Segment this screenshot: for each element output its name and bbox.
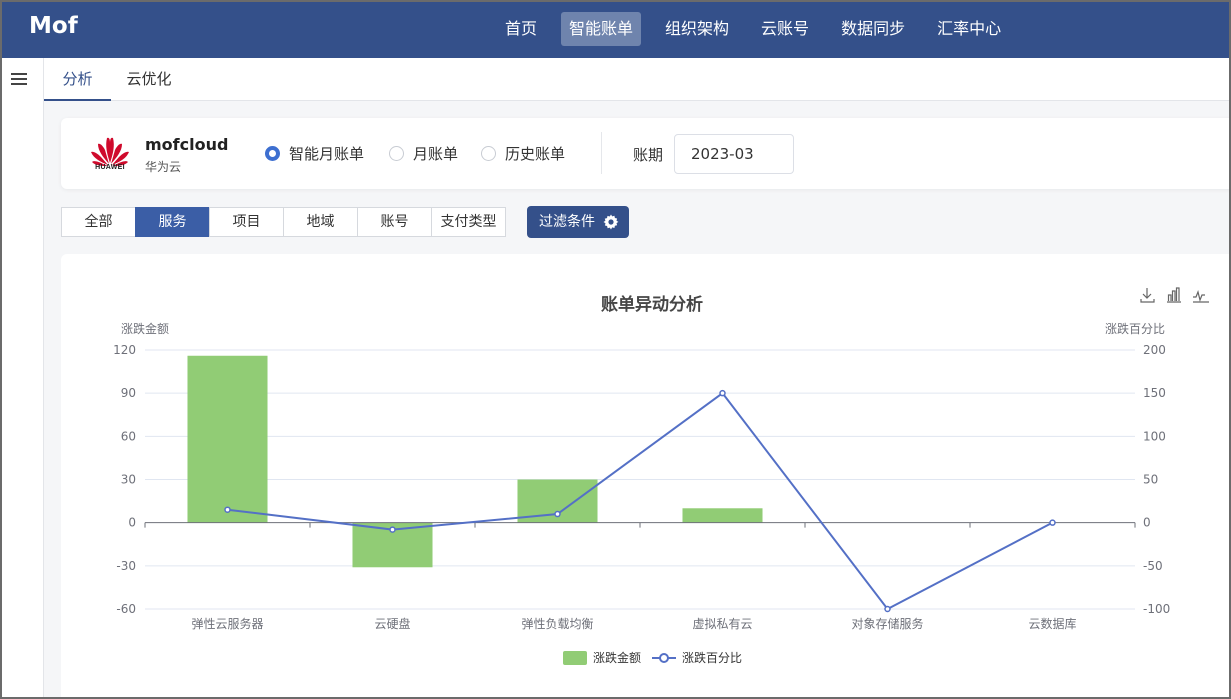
radio-label: 历史账单 bbox=[505, 144, 566, 163]
bar-chart-icon[interactable] bbox=[1167, 287, 1181, 303]
account-name: mofcloud bbox=[145, 135, 229, 154]
chart-card bbox=[61, 254, 1229, 697]
dimension-tab-region[interactable]: 地域 bbox=[283, 207, 358, 237]
nav-item-exchange-rate[interactable]: 汇率中心 bbox=[937, 19, 1002, 38]
radio-unchecked-icon bbox=[481, 145, 496, 161]
sidebar bbox=[2, 58, 44, 697]
radio-history-bill[interactable]: 历史账单 bbox=[481, 143, 565, 163]
huawei-brand-text: HUAWEI bbox=[95, 164, 125, 171]
filter-button-label: 过滤条件 bbox=[539, 214, 595, 230]
dimension-tab-payment-type[interactable]: 支付类型 bbox=[431, 207, 506, 237]
huawei-logo-icon bbox=[91, 137, 129, 166]
dimension-tab-service[interactable]: 服务 bbox=[135, 207, 210, 237]
dimension-tab-account[interactable]: 账号 bbox=[357, 207, 432, 237]
radio-monthly-bill[interactable]: 月账单 bbox=[389, 143, 458, 163]
app-logo[interactable]: Mof bbox=[29, 13, 78, 39]
radio-label: 月账单 bbox=[413, 144, 459, 163]
download-icon[interactable] bbox=[1140, 288, 1155, 303]
radio-smart-monthly-bill[interactable]: 智能月账单 bbox=[265, 143, 364, 163]
period-picker-input[interactable]: 2023-03 bbox=[674, 134, 794, 174]
dimension-tabs: 全部 服务 项目 地域 账号 支付类型 bbox=[61, 207, 506, 237]
period-label: 账期 bbox=[633, 146, 664, 164]
nav-item-home[interactable]: 首页 bbox=[505, 19, 538, 38]
top-navbar: Mof 首页 智能账单 组织架构 云账号 数据同步 汇率中心 bbox=[2, 2, 1229, 58]
radio-unchecked-icon bbox=[389, 145, 404, 161]
nav-item-cloud-account[interactable]: 云账号 bbox=[761, 19, 810, 38]
nav-item-data-sync[interactable]: 数据同步 bbox=[841, 19, 906, 38]
gear-icon bbox=[603, 214, 619, 230]
radio-label: 智能月账单 bbox=[289, 144, 365, 163]
nav-item-organization[interactable]: 组织架构 bbox=[665, 19, 730, 38]
main-nav: 首页 智能账单 组织架构 云账号 数据同步 汇率中心 bbox=[497, 12, 1025, 46]
tab-analysis[interactable]: 分析 bbox=[44, 58, 111, 101]
nav-item-smart-bill[interactable]: 智能账单 bbox=[561, 12, 642, 46]
sub-tabs: 分析 云优化 bbox=[44, 58, 1229, 101]
divider bbox=[601, 132, 602, 174]
dimension-tab-all[interactable]: 全部 bbox=[61, 207, 136, 237]
dimension-tab-project[interactable]: 项目 bbox=[209, 207, 284, 237]
radio-checked-icon bbox=[265, 145, 280, 161]
account-card: HUAWEI mofcloud 华为云 智能月账单 月账单 历史账单 账期 20… bbox=[61, 118, 1229, 189]
filter-conditions-button[interactable]: 过滤条件 bbox=[527, 206, 629, 238]
tab-cloud-optimization[interactable]: 云优化 bbox=[126, 70, 172, 88]
line-chart-icon[interactable] bbox=[1193, 290, 1209, 303]
hamburger-menu-icon[interactable] bbox=[11, 73, 27, 85]
account-provider: 华为云 bbox=[145, 160, 182, 174]
